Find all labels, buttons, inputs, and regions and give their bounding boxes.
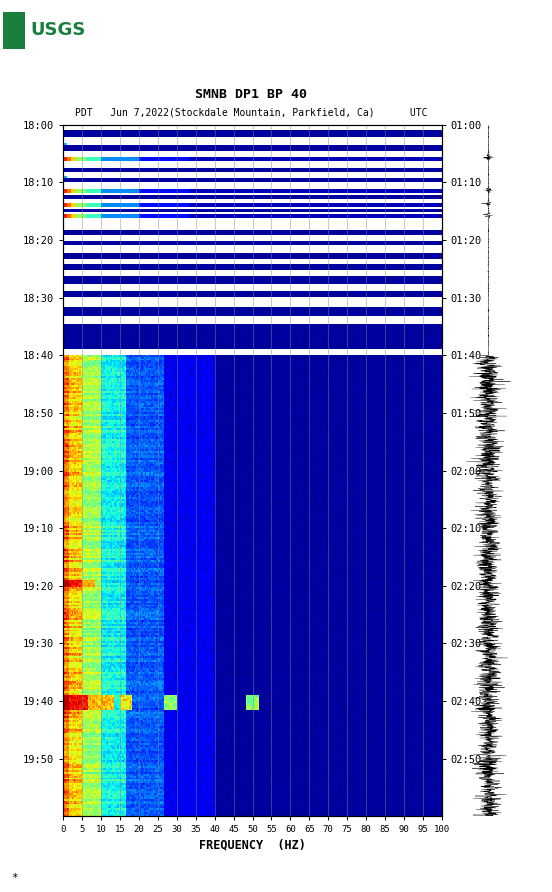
Text: *: * <box>11 873 18 883</box>
Bar <box>3 12 25 49</box>
Text: USGS: USGS <box>30 21 86 39</box>
X-axis label: FREQUENCY  (HZ): FREQUENCY (HZ) <box>199 838 306 851</box>
Text: PDT   Jun 7,2022(Stockdale Mountain, Parkfield, Ca)      UTC: PDT Jun 7,2022(Stockdale Mountain, Parkf… <box>75 107 427 118</box>
Text: SMNB DP1 BP 40: SMNB DP1 BP 40 <box>195 88 307 101</box>
